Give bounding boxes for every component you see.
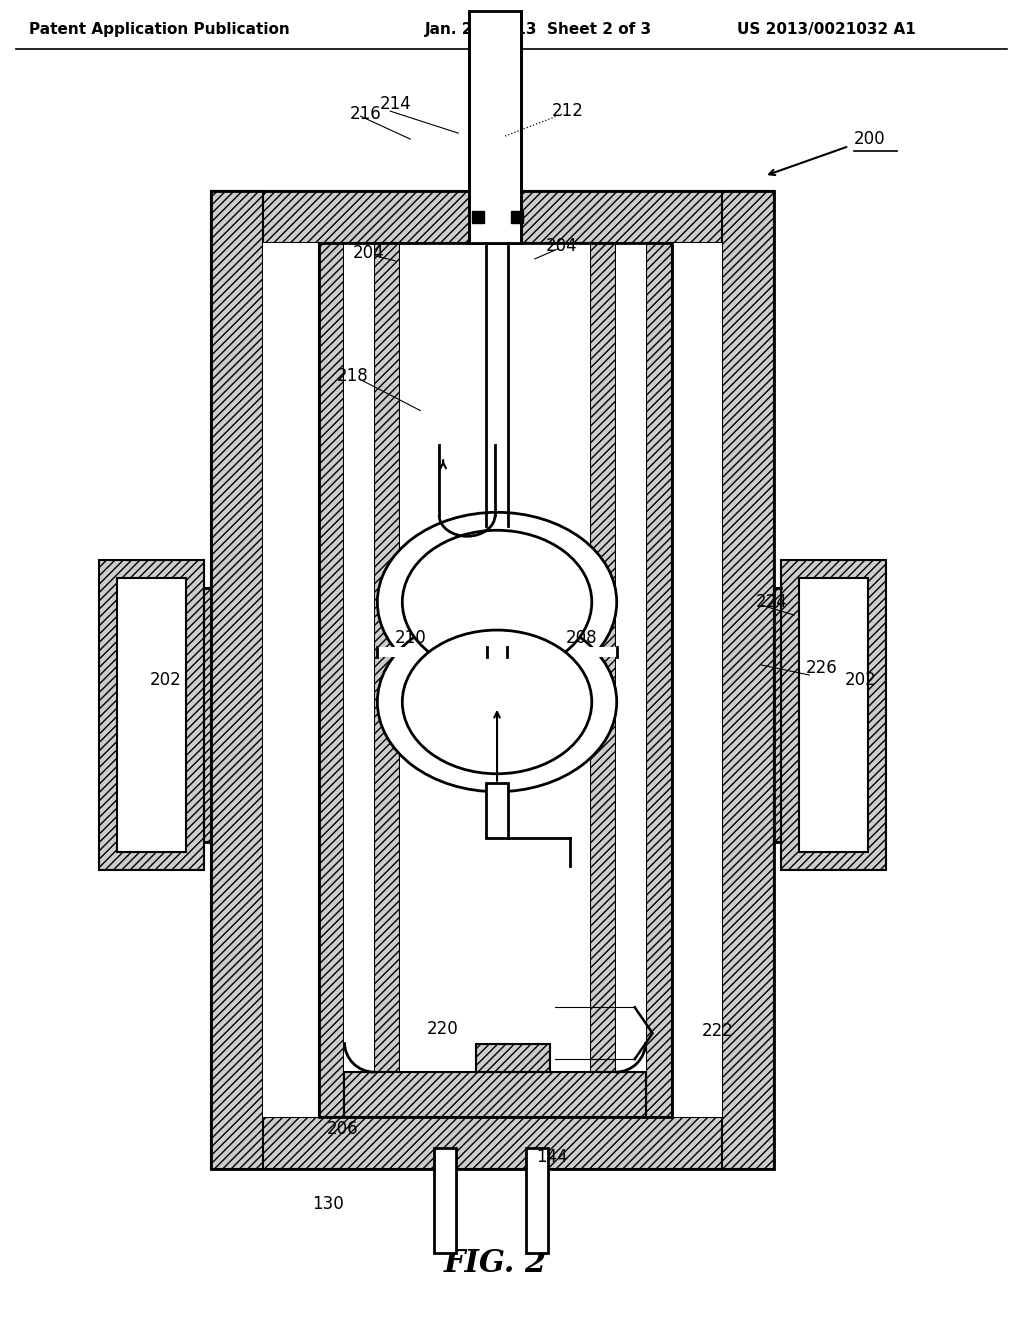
Text: 144: 144 xyxy=(537,1148,567,1166)
Bar xyxy=(487,647,507,657)
Bar xyxy=(344,1072,646,1117)
Text: Jan. 24, 2013  Sheet 2 of 3: Jan. 24, 2013 Sheet 2 of 3 xyxy=(425,22,652,37)
Text: US 2013/0021032 A1: US 2013/0021032 A1 xyxy=(737,22,916,37)
Text: 204: 204 xyxy=(546,236,578,255)
Text: 222: 222 xyxy=(701,1022,733,1040)
Ellipse shape xyxy=(378,512,616,692)
Bar xyxy=(434,1148,456,1253)
Bar xyxy=(204,589,211,842)
Bar xyxy=(486,783,508,838)
Bar xyxy=(774,589,781,842)
Bar xyxy=(99,560,204,870)
Ellipse shape xyxy=(378,612,616,792)
Text: 214: 214 xyxy=(380,95,412,114)
Bar xyxy=(211,1117,774,1170)
Bar xyxy=(526,1148,548,1253)
Ellipse shape xyxy=(402,531,592,675)
Text: 202: 202 xyxy=(151,671,182,689)
Text: 204: 204 xyxy=(352,244,384,261)
Text: 212: 212 xyxy=(552,102,584,120)
Bar xyxy=(722,191,774,1170)
Bar xyxy=(469,12,521,243)
Text: 202: 202 xyxy=(845,671,877,689)
Text: 206: 206 xyxy=(327,1119,358,1138)
Bar xyxy=(318,243,672,1117)
Bar xyxy=(799,578,868,851)
Bar xyxy=(590,243,615,1117)
Text: 220: 220 xyxy=(426,1020,458,1039)
Text: 130: 130 xyxy=(312,1195,344,1213)
Bar xyxy=(211,191,774,1170)
Bar xyxy=(400,243,590,1117)
Bar xyxy=(781,560,886,870)
Bar xyxy=(378,647,616,657)
Bar xyxy=(263,243,722,1117)
Bar xyxy=(475,1044,550,1072)
Text: FIG. 2: FIG. 2 xyxy=(443,1249,547,1279)
Bar xyxy=(117,578,186,851)
Bar xyxy=(646,243,672,1117)
Text: 200: 200 xyxy=(854,131,886,148)
Bar xyxy=(375,243,400,1117)
Text: 208: 208 xyxy=(566,630,598,647)
Text: 224: 224 xyxy=(756,593,787,611)
Ellipse shape xyxy=(402,630,592,774)
Text: 218: 218 xyxy=(337,367,369,384)
Text: 226: 226 xyxy=(805,659,837,677)
Bar xyxy=(211,191,263,1170)
Bar xyxy=(318,243,344,1117)
Bar xyxy=(615,243,646,1117)
Bar xyxy=(344,243,375,1117)
Bar xyxy=(211,191,774,243)
Text: Patent Application Publication: Patent Application Publication xyxy=(30,22,290,37)
Text: 210: 210 xyxy=(394,630,426,647)
Text: 216: 216 xyxy=(349,106,381,123)
